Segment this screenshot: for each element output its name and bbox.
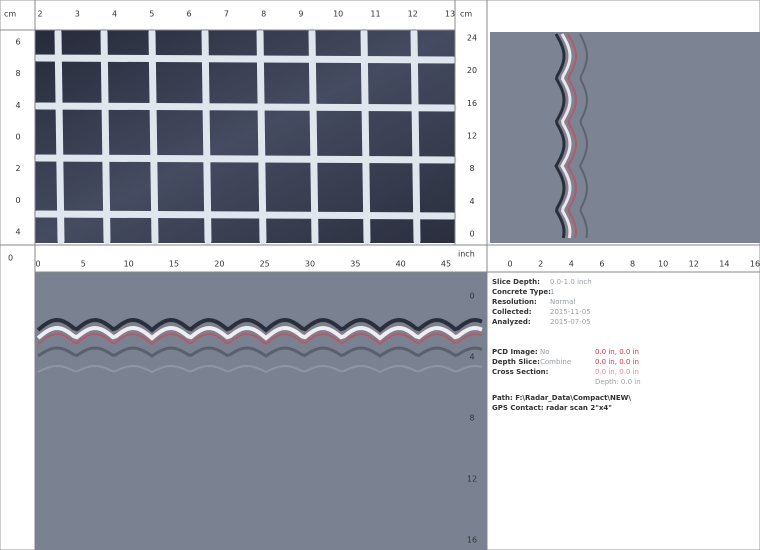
ruler-label: 8 — [15, 69, 20, 78]
ruler-label: 4 — [569, 260, 574, 269]
info-value: Combine — [540, 358, 571, 366]
ruler-label: 13 — [445, 10, 455, 19]
ruler-label: 10 — [124, 260, 134, 269]
info-label: Collected: — [492, 308, 532, 316]
ruler-label: 9 — [298, 10, 303, 19]
ruler-label: 5 — [149, 10, 154, 19]
info-label: Cross Section: — [492, 368, 549, 376]
ruler-label: 10 — [333, 10, 343, 19]
ruler-label: 16 — [467, 536, 477, 545]
ruler-label: 2 — [538, 260, 543, 269]
ruler-label: 3 — [75, 10, 80, 19]
ruler-label: 2 — [37, 10, 42, 19]
rebar — [37, 158, 453, 160]
ruler-label: 12 — [467, 132, 477, 141]
info-value: 2015-07-05 — [550, 318, 591, 326]
info-label: PCD Image: — [492, 348, 538, 356]
ruler-label: 16 — [750, 260, 760, 269]
ruler-label: 6 — [599, 260, 604, 269]
ruler-label: 10 — [658, 260, 668, 269]
info-label: Slice Depth: — [492, 278, 540, 286]
ruler-label: 4 — [469, 353, 474, 362]
scan-image — [490, 32, 760, 243]
rebar — [37, 214, 453, 216]
ruler-label: 15 — [169, 260, 179, 269]
info-label: Resolution: — [492, 298, 537, 306]
ruler-label: 8 — [469, 414, 474, 423]
ruler-label: 4 — [112, 10, 117, 19]
corner-label: cm — [460, 10, 472, 19]
ruler-label: 6 — [15, 38, 20, 47]
ruler-label: 20 — [467, 66, 477, 75]
ruler-label: 12 — [467, 475, 477, 484]
rebar — [260, 32, 263, 241]
ruler-label: 16 — [467, 99, 477, 108]
rebar — [58, 32, 61, 241]
ruler-label: 40 — [396, 260, 406, 269]
info-gps: GPS Contact: radar scan 2"x4" — [492, 404, 612, 412]
ruler-label: 4 — [15, 228, 20, 237]
rebar — [152, 32, 155, 241]
rebar — [312, 32, 315, 241]
info-label: Concrete Type: — [492, 288, 551, 296]
rebar — [414, 32, 417, 241]
ruler-label: 24 — [467, 34, 477, 43]
ruler-label: 11 — [370, 10, 380, 19]
ruler-label: 0 — [15, 133, 20, 142]
info-label: Analyzed: — [492, 318, 531, 326]
info-extra: Depth: 0.0 in — [595, 378, 641, 386]
ruler-label: 8 — [261, 10, 266, 19]
rebar — [37, 106, 453, 108]
ruler-label: 7 — [224, 10, 229, 19]
cursor-coords: 0.0 in, 0.0 in — [595, 368, 639, 376]
ruler-label: 30 — [305, 260, 315, 269]
corner-label: 0 — [8, 254, 13, 263]
ruler-label: 0 — [469, 292, 474, 301]
ruler-label: 4 — [15, 101, 20, 110]
ruler-label: 35 — [350, 260, 360, 269]
info-label: Depth Slice: — [492, 358, 540, 366]
cursor-coords: 0.0 in, 0.0 in — [595, 348, 639, 356]
corner-label: cm — [4, 10, 16, 19]
ruler-label: 25 — [260, 260, 270, 269]
rebar — [37, 58, 453, 60]
ruler-label: 14 — [719, 260, 729, 269]
cursor-coords: 0.0 in, 0.0 in — [595, 358, 639, 366]
ruler-label: 8 — [469, 164, 474, 173]
rebar — [364, 32, 367, 241]
rebar — [104, 32, 107, 241]
info-value: No — [540, 348, 550, 356]
ruler-label: 5 — [81, 260, 86, 269]
info-value: Normal — [550, 298, 575, 306]
info-value: 1 — [550, 288, 554, 296]
info-value: 2015-11-05 — [550, 308, 591, 316]
ruler-label: 4 — [469, 197, 474, 206]
info-path: Path: F:\Radar_Data\Compact\NEW\ — [492, 394, 631, 402]
ruler-label: 12 — [408, 10, 418, 19]
ruler-label: 20 — [214, 260, 224, 269]
ruler-label: 6 — [187, 10, 192, 19]
info-value: 0.0-1.0 inch — [550, 278, 592, 286]
ruler-label: 0 — [35, 260, 40, 269]
ruler-label: 12 — [689, 260, 699, 269]
ruler-label: 0 — [507, 260, 512, 269]
ruler-label: 8 — [630, 260, 635, 269]
cross-section — [35, 272, 487, 550]
rebar — [205, 32, 208, 241]
corner-label: inch — [458, 250, 475, 259]
ruler-label: 0 — [15, 196, 20, 205]
ruler-label: 0 — [469, 230, 474, 239]
radar-viewer: Slice Depth: 0.0-1.0 inch Concrete Type:1 R… — [0, 0, 760, 550]
ruler-label: 45 — [441, 260, 451, 269]
ruler-label: 2 — [15, 164, 20, 173]
